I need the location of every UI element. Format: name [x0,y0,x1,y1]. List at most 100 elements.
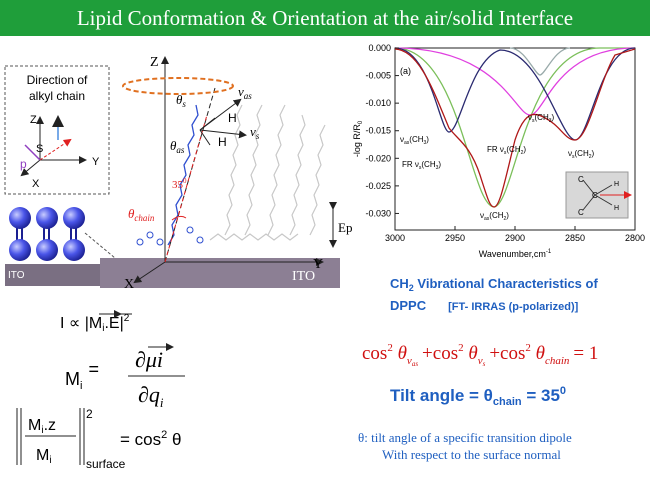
label: ν [250,124,256,139]
label: s [256,131,260,141]
circle-shape [36,207,58,229]
peak-label-part: ) [438,160,441,169]
text-shape: Mi = [65,359,99,392]
path-shape [171,215,187,221]
line-shape [199,129,247,139]
orientation-diagram: Direction of alkyl chain Z Y X S p ITO I… [4,55,352,292]
y-tick-label: -0.020 [365,153,391,163]
text-shape: νs [250,124,260,141]
eq-part: ν [407,355,412,367]
x-tick-label: 3000 [385,233,405,243]
line-shape [20,159,41,177]
peak-label-part: ν [568,149,572,158]
peak-label-part: ) [552,113,555,122]
eq-part: chain [545,355,570,367]
label: 2 [86,407,93,421]
line-shape [582,179,596,196]
peak-label-part: s [532,118,535,124]
peak-label-part: ν [480,211,484,220]
line-shape [582,194,596,211]
label: C [578,175,584,184]
formulas: I ∝ |Mi.E|2 Mi= ∂μi ∂qi Mi.z Mi 2 surfac… [16,310,185,471]
text-shape: Mi [36,447,52,466]
line-shape [199,117,216,131]
peak-label-part: 2 [521,150,524,156]
line-shape [164,87,216,263]
label: -1 [546,249,552,255]
label: X [124,277,134,292]
label: s [182,99,186,109]
equation: cos2 θνas +cos2 θνs +cos2 θchain = 1 [362,342,598,368]
text-shape: 350 [172,177,187,191]
eq-part: cos [433,343,458,364]
label: θ [170,138,177,153]
tilt-angle: Tilt angle = θchain = 350 [390,385,566,408]
circle-shape [146,231,154,239]
label: ν [238,84,244,99]
peak-label-part: as [404,140,410,146]
peak-label: νs(CH3) [528,113,555,124]
peak-label-part: 2 [589,154,592,160]
tilted-chain [167,104,199,246]
line-shape [594,184,613,196]
line-shape [594,194,613,206]
label: I ∝ |M [60,315,102,332]
peak-label-part: 2 [504,216,507,222]
eq-part: θ [531,343,545,364]
path-shape [394,47,636,141]
rect-shape [4,65,110,195]
peak-label-part: ) [523,145,526,154]
text-shape: Wavenumber,cm-1 [479,249,552,259]
label: 2 [409,283,414,293]
label: ∂μi [135,347,163,372]
y-tick-label: -0.010 [365,98,391,108]
label: surface [86,457,126,471]
label: [FT- IRRAS (p-polarized)] [448,301,578,313]
label: M [28,417,41,434]
label: H [614,181,619,188]
note: θ: tilt angle of a specific transition d… [358,430,572,445]
circle-shape [63,239,85,261]
label: 0 [183,177,187,185]
characteristics: CH2 Vibrational Characteristics of [390,276,598,293]
label: C [592,191,598,200]
circle-shape [186,226,194,234]
label: as [244,91,253,101]
path-shape [224,104,243,236]
label: p [20,157,27,171]
label: θ [128,206,135,221]
path-shape [309,124,326,236]
eq-part: θ [464,343,478,364]
y-tick-label: -0.025 [365,181,391,191]
label: -log R/R [352,124,362,158]
peak-label: νas(CH3) [400,135,429,146]
circle-shape [156,238,164,246]
label: C [578,208,584,217]
lipid-chains [209,104,326,241]
label: i [41,425,43,436]
text-shape: θas [170,138,185,155]
circle-shape [63,207,85,229]
path-shape [394,48,636,208]
eq-part: 2 [387,342,393,354]
label: = cos [120,430,161,449]
label: = [88,359,99,379]
peak-label-part: s [504,150,507,156]
inset-title: alkyl chain [29,89,85,103]
label: = 35 [522,386,560,405]
label: H [218,135,227,149]
label: H [614,205,619,212]
text-shape: νas [238,84,252,101]
y-tick-label: -0.015 [365,126,391,136]
eq-part: ν [478,355,483,367]
note: With respect to the surface normal [382,447,561,462]
text-shape: Mi.z [28,417,56,436]
peak-label-part: ) [506,211,509,220]
peak-label-part: (CH [506,145,520,154]
eq-part: as [412,360,419,368]
peak-label-part: as [484,216,490,222]
label: (a) [400,66,411,76]
ellipse-shape [122,77,234,95]
